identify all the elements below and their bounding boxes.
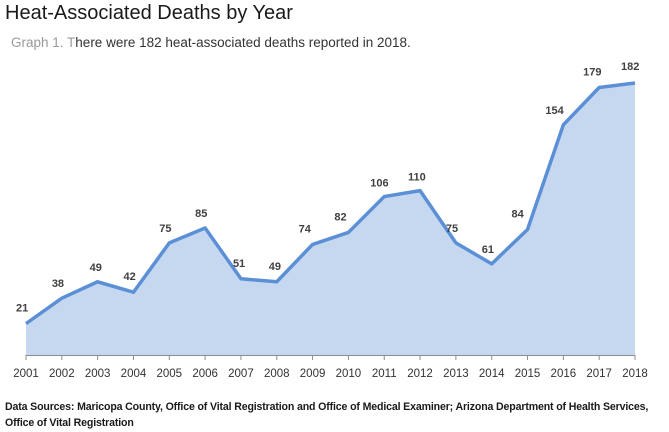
data-label: 51 bbox=[233, 258, 245, 270]
x-tick-label: 2009 bbox=[300, 368, 326, 380]
chart-title: Heat-Associated Deaths by Year bbox=[5, 2, 293, 24]
subtitle-text: here were 182 heat-associated deaths rep… bbox=[75, 35, 411, 50]
data-label: 42 bbox=[123, 271, 135, 283]
data-label: 61 bbox=[482, 244, 494, 256]
data-source-note: Data Sources: Maricopa County, Office of… bbox=[5, 401, 649, 429]
data-label: 179 bbox=[583, 66, 601, 78]
data-label: 106 bbox=[370, 178, 388, 190]
data-label: 74 bbox=[299, 223, 312, 235]
x-tick-label: 2005 bbox=[156, 368, 182, 380]
x-tick-label: 2012 bbox=[407, 368, 433, 380]
x-tick-label: 2018 bbox=[622, 368, 648, 380]
data-label: 82 bbox=[334, 211, 346, 223]
x-tick-label: 2013 bbox=[443, 368, 469, 380]
data-label: 85 bbox=[195, 208, 207, 220]
data-label: 110 bbox=[408, 172, 426, 184]
x-tick-label: 2016 bbox=[551, 368, 577, 380]
data-label: 154 bbox=[545, 105, 564, 117]
data-label: 182 bbox=[621, 61, 639, 73]
data-label: 38 bbox=[52, 278, 64, 290]
x-tick-label: 2003 bbox=[85, 368, 111, 380]
x-tick-label: 2015 bbox=[515, 368, 541, 380]
x-tick-label: 2010 bbox=[336, 368, 362, 380]
data-label: 49 bbox=[269, 261, 281, 273]
x-tick-label: 2001 bbox=[13, 368, 39, 380]
x-tick-label: 2004 bbox=[121, 368, 147, 380]
x-tick-label: 2007 bbox=[228, 368, 254, 380]
data-label: 49 bbox=[90, 262, 102, 274]
x-tick-label: 2014 bbox=[479, 368, 505, 380]
x-tick-label: 2006 bbox=[192, 368, 218, 380]
subtitle-prefix: Graph 1. T bbox=[11, 35, 76, 50]
x-tick-label: 2017 bbox=[586, 368, 612, 380]
x-tick-label: 2008 bbox=[264, 368, 290, 380]
area-fill bbox=[26, 83, 635, 355]
data-label: 21 bbox=[16, 303, 28, 315]
data-labels: 21 38 49 42 75 85 51 49 74 82 106 110 75 61 84 154 179 18… bbox=[16, 61, 639, 315]
x-axis-tick-labels: 2001 2002 2003 2004 2005 2006 2007 2008 2009 2010… bbox=[13, 368, 648, 380]
x-tick-label: 2011 bbox=[372, 368, 397, 380]
x-axis-ticks bbox=[25, 355, 636, 360]
chart-subtitle: Graph 1. There were 182 heat-associated … bbox=[11, 35, 411, 50]
data-label: 84 bbox=[512, 208, 525, 220]
data-label: 75 bbox=[446, 223, 458, 235]
x-tick-label: 2002 bbox=[49, 368, 75, 380]
series-line bbox=[24, 81, 636, 326]
data-label: 75 bbox=[159, 223, 171, 235]
